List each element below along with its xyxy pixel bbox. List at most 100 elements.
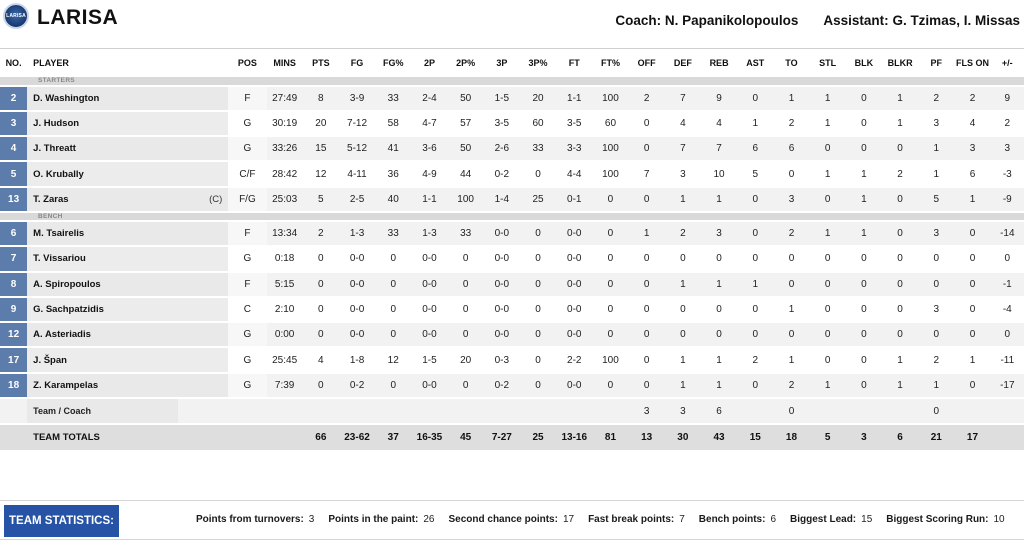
stat-cell-reb: 4 (700, 110, 738, 138)
stat-cell-to: 0 (773, 246, 810, 273)
column-header: 2P% (447, 48, 484, 77)
stat-cell-ftp: 0 (592, 296, 629, 324)
stat-cell-ftp: 0 (592, 220, 629, 248)
team-stat-item: Biggest Lead: 15 (790, 514, 872, 525)
player-row[interactable]: 2 D. Washington F 27:49 8 3-9 33 2-4 50 1-5 20 1-1 1… (0, 85, 1024, 112)
player-name-link[interactable]: J. Špan (27, 347, 179, 374)
stat-cell-to: 2 (773, 372, 810, 400)
stat-cell-p3p: 0 (519, 372, 557, 400)
stat-cell-fgp: 33 (375, 85, 412, 112)
player-name-link[interactable]: T. Zaras (27, 186, 179, 213)
stat-cell-pf: 0 (918, 246, 955, 273)
column-header: NO. (0, 48, 28, 77)
stat-cell-ast: 0 (737, 322, 774, 349)
player-row[interactable]: 3 J. Hudson G 30:19 20 7-12 58 4-7 57 3-5 60 3-5 60 0… (0, 110, 1024, 138)
player-name-link[interactable]: O. Krubally (27, 161, 179, 188)
stat-cell-ft: 0-0 (556, 296, 593, 324)
stat-cell-fgp: 41 (375, 136, 412, 163)
player-row[interactable]: 18 Z. Karampelas G 7:39 0 0-2 0 0-0 0 0-2 0 0-0 0 0 1 1… (0, 372, 1024, 400)
player-row[interactable]: 13 T. Zaras (C) F/G 25:03 5 2-5 40 1-1 100 1-4 25 0-… (0, 186, 1024, 213)
stat-cell-pts: 0 (302, 372, 339, 400)
player-row[interactable]: 6 M. Tsairelis F 13:34 2 1-3 33 1-3 33 0-0 0 0-0 0 1 2… (0, 220, 1024, 248)
team-stat-key: Biggest Lead: (790, 514, 857, 525)
stat-cell-fg: 2-5 (338, 186, 376, 213)
player-name-link[interactable]: T. Vissariou (27, 246, 179, 273)
stat-cell-p2: 2-4 (411, 85, 448, 112)
stat-cell-blkr: 0 (881, 322, 919, 349)
player-position: F (228, 85, 267, 112)
player-name-link[interactable]: J. Threatt (27, 136, 179, 163)
player-row[interactable]: 4 J. Threatt G 33:26 15 5-12 41 3-6 50 2-6 33 3-3 10… (0, 136, 1024, 163)
stat-cell-blkr: 0 (881, 246, 919, 273)
stat-cell-ast: 0 (737, 186, 774, 213)
player-name-link[interactable]: G. Sachpatzidis (27, 296, 179, 324)
column-header: BLKR (881, 48, 919, 77)
stat-cell-pm: -14 (990, 220, 1024, 248)
player-row[interactable]: 17 J. Špan G 25:45 4 1-8 12 1-5 20 0-3 0 2-2 100 0 1 1 2… (0, 347, 1024, 374)
stat-cell-pm: -3 (990, 161, 1024, 188)
stat-cell-pm: 3 (990, 136, 1024, 163)
column-header: 2P (411, 48, 448, 77)
stat-cell-p3p: 0 (519, 246, 557, 273)
stat-cell-blkr: 0 (881, 296, 919, 324)
player-name-link[interactable]: J. Hudson (27, 110, 179, 138)
stat-cell-fgp: 0 (375, 271, 412, 298)
stat-cell-p3: 2-6 (483, 136, 520, 163)
empty-cell (990, 398, 1024, 426)
stat-cell-blk: 1 (845, 161, 882, 188)
team-totals-label: TEAM TOTALS (27, 424, 179, 453)
column-header-row: NO. PLAYER POS MINS PTS FG FG% 2P 2P% 3P 3P% FT FT% O… (0, 48, 1024, 77)
captain-marker (178, 296, 229, 324)
coaching-staff: Coach: N. Papanikolopoulos Assistant: G.… (615, 13, 1020, 28)
player-name-link[interactable]: A. Spiropoulos (27, 271, 179, 298)
captain-marker (178, 246, 229, 273)
total-off: 13 (628, 424, 665, 453)
stat-cell-reb: 10 (700, 161, 738, 188)
stat-cell-p2: 0-0 (411, 271, 448, 298)
stat-cell-blk: 1 (845, 220, 882, 248)
stat-cell-fgp: 33 (375, 220, 412, 248)
stat-cell-p3: 1-5 (483, 85, 520, 112)
stat-cell-ftp: 100 (592, 136, 629, 163)
stat-cell-fgp: 0 (375, 296, 412, 324)
stat-cell-blk: 0 (845, 136, 882, 163)
player-number: 2 (0, 85, 28, 112)
empty-cell (592, 398, 629, 426)
stat-cell-ftp: 100 (592, 347, 629, 374)
player-name-link[interactable]: M. Tsairelis (27, 220, 179, 248)
player-row[interactable]: 5 O. Krubally C/F 28:42 12 4-11 36 4-9 44 0-2 0 4-4… (0, 161, 1024, 188)
team-stat-key: Second chance points: (448, 514, 558, 525)
stat-cell-p2: 4-7 (411, 110, 448, 138)
player-row[interactable]: 9 G. Sachpatzidis C 2:10 0 0-0 0 0-0 0 0-0 0 0-0 0 0 0… (0, 296, 1024, 324)
stat-cell-ast: 5 (737, 161, 774, 188)
player-name-link[interactable]: A. Asteriadis (27, 322, 179, 349)
player-name-link[interactable]: Z. Karampelas (27, 372, 179, 400)
empty-cell (178, 398, 229, 426)
stat-cell-pf: 1 (918, 161, 955, 188)
stat-cell-pts: 0 (302, 296, 339, 324)
stat-cell-pts: 2 (302, 220, 339, 248)
player-row[interactable]: 8 A. Spiropoulos F 5:15 0 0-0 0 0-0 0 0-0 0 0-0 0 0 1 1… (0, 271, 1024, 298)
stat-cell-p3p: 0 (519, 271, 557, 298)
player-name-link[interactable]: D. Washington (27, 85, 179, 112)
stat-cell-def: 0 (664, 246, 701, 273)
stat-cell-blk: 0 (845, 347, 882, 374)
empty-cell (178, 424, 229, 453)
section-label: BENCH (0, 211, 1024, 222)
empty-cell (809, 398, 846, 426)
team-stat-item: Second chance points: 17 (448, 514, 574, 525)
stat-cell-ast: 2 (737, 347, 774, 374)
stat-cell-p2p: 57 (447, 110, 484, 138)
player-position: G (228, 347, 267, 374)
captain-marker (178, 110, 229, 138)
player-row[interactable]: 12 A. Asteriadis G 0:00 0 0-0 0 0-0 0 0-0 0 0-0 0 0 0 0… (0, 322, 1024, 349)
stat-cell-ftp: 0 (592, 322, 629, 349)
empty-cell (338, 398, 376, 426)
player-row[interactable]: 7 T. Vissariou G 0:18 0 0-0 0 0-0 0 0-0 0 0-0 0 0 0 0 0 0… (0, 246, 1024, 273)
column-header: PLAYER (27, 48, 179, 77)
total-fgp: 37 (375, 424, 412, 453)
stat-cell-p2: 4-9 (411, 161, 448, 188)
stat-cell-pf: 1 (918, 372, 955, 400)
stat-cell-p3p: 33 (519, 136, 557, 163)
empty-cell (519, 398, 557, 426)
